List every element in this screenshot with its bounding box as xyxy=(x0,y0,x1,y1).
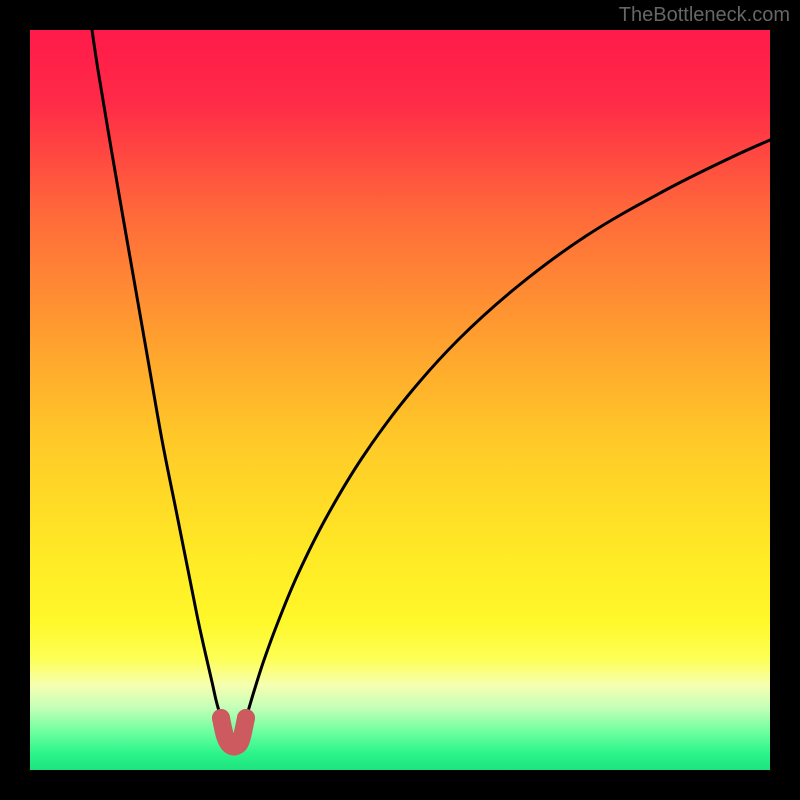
marker-endpoint-right xyxy=(237,709,255,727)
chart-curves xyxy=(30,30,770,770)
right-curve xyxy=(246,140,770,718)
watermark-text: TheBottleneck.com xyxy=(619,4,790,27)
left-curve xyxy=(92,30,221,718)
marker-endpoint-left xyxy=(212,709,230,727)
plot-area xyxy=(30,30,770,770)
chart-canvas: TheBottleneck.com xyxy=(0,0,800,800)
